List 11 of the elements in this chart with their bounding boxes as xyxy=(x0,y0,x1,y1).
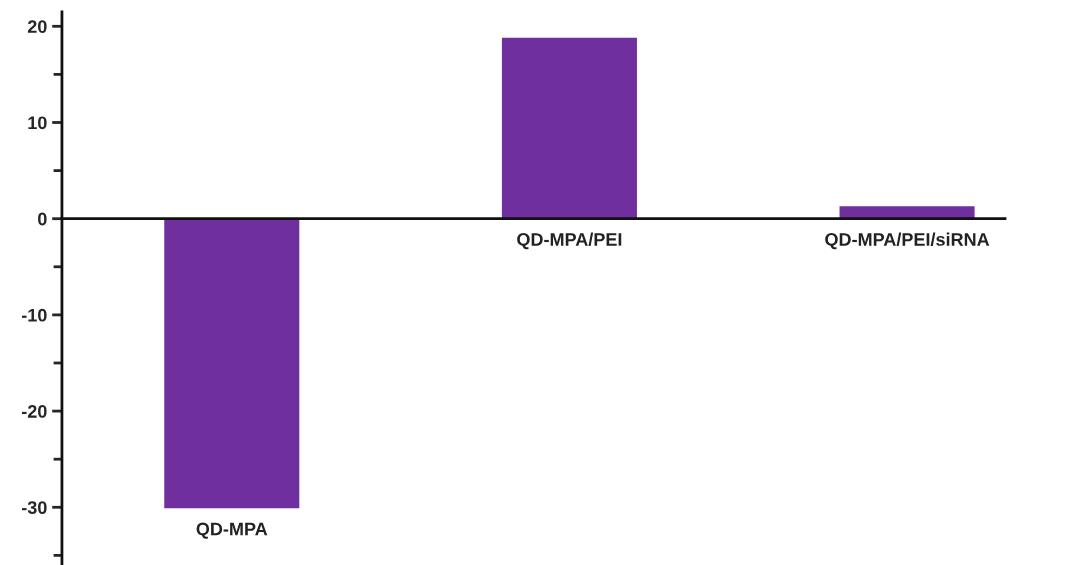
x-tick-label: QD-MPA xyxy=(196,522,268,539)
x-tick-label: QD-MPA/PEI xyxy=(517,232,622,250)
y-tick-label: -20 xyxy=(21,405,47,418)
y-tick-label: 10 xyxy=(28,116,47,130)
y-tick-label: 20 xyxy=(27,20,47,34)
x-tick-label: QD-MPA/PEI/siRNA xyxy=(825,232,990,250)
y-tick-label: -30 xyxy=(21,501,47,515)
bar xyxy=(164,218,300,509)
bar xyxy=(501,37,637,219)
y-tick-label: 0 xyxy=(38,212,47,226)
y-tick-label: -10 xyxy=(21,308,47,322)
